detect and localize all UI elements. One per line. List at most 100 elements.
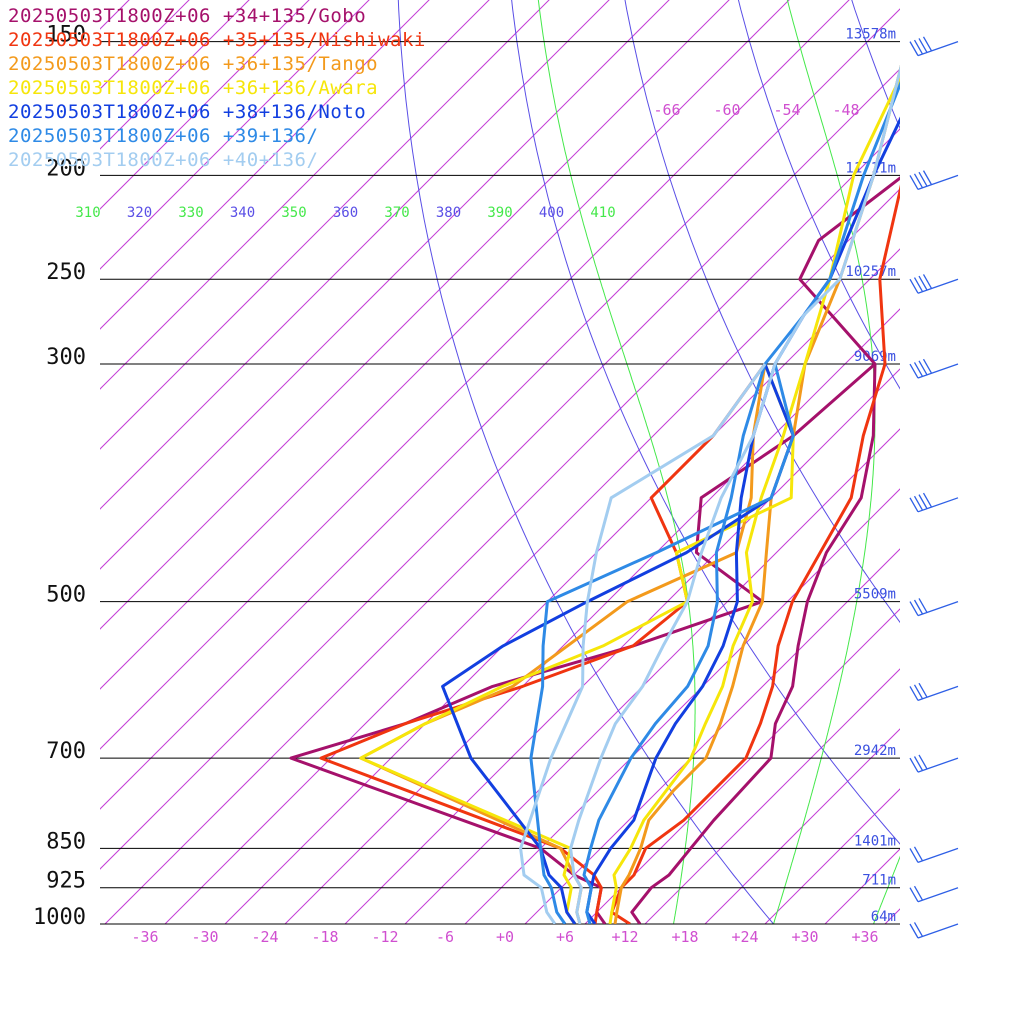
wind-barb <box>909 274 959 294</box>
theta-label: 350 <box>281 205 306 221</box>
sounding-profiles <box>289 64 900 924</box>
legend-item: 20250503T1800Z+06 +36+136/Awara <box>8 77 379 99</box>
theta-label: 370 <box>384 205 409 221</box>
theta-label: 340 <box>230 205 255 221</box>
dewpoint-profile <box>359 363 795 924</box>
moist-adiabat-line <box>873 855 900 924</box>
height-label: 711m <box>862 873 896 889</box>
temperature-profile <box>630 176 900 924</box>
wind-barb <box>909 492 959 513</box>
temperature-tick-label: -30 <box>191 928 218 946</box>
pressure-label: 250 <box>46 260 86 285</box>
temperature-tick-label: -24 <box>251 928 278 946</box>
wind-barb <box>909 598 959 617</box>
legend-item: 20250503T1800Z+06 +38+136/Noto <box>8 101 367 123</box>
isotherm-line <box>100 0 850 750</box>
dry-adiabat-lines <box>397 0 1024 947</box>
isotherm-line <box>524 548 900 924</box>
isotherm-line <box>404 428 900 924</box>
theta-label: 400 <box>539 205 564 221</box>
dewpoint-profile <box>359 363 767 924</box>
theta-label: 320 <box>127 205 152 221</box>
isotherm-line <box>100 0 790 690</box>
upper-temperature-label: -66 <box>653 101 680 119</box>
dewpoint-profile <box>529 363 795 924</box>
temperature-tick-label: -36 <box>131 928 158 946</box>
wind-barb <box>909 358 959 379</box>
dewpoint-profile <box>519 363 767 924</box>
wind-barb <box>909 754 959 773</box>
theta-label: 380 <box>436 205 461 221</box>
temperature-profile <box>613 64 900 924</box>
dry-adiabat-line <box>851 0 900 130</box>
dry-adiabat-line <box>962 0 1024 947</box>
temperature-tick-label: +36 <box>851 928 878 946</box>
isotherm-line <box>100 0 430 330</box>
temperature-profile <box>585 116 900 924</box>
temperature-tick-label: +6 <box>556 928 574 946</box>
temperature-tick-label: -12 <box>371 928 398 946</box>
height-label: 5509m <box>854 587 896 603</box>
isotherm-line <box>584 608 900 924</box>
dry-adiabat-line <box>624 0 900 624</box>
height-label: 1401m <box>854 833 896 849</box>
pressure-label: 500 <box>46 583 86 608</box>
isotherm-line <box>764 788 900 924</box>
upper-temperature-label: -60 <box>713 101 740 119</box>
moist-adiabat-lines <box>537 0 1024 924</box>
legend-item: 20250503T1800Z+06 +40+136/ <box>8 149 319 171</box>
height-label: 64m <box>871 909 896 925</box>
upper-temperature-label: -48 <box>832 101 859 119</box>
pressure-label: 850 <box>46 829 86 854</box>
temperature-tick-label: -6 <box>436 928 454 946</box>
pressure-label: 150 <box>46 23 86 48</box>
isotherm-line <box>644 668 900 924</box>
isotherm-line <box>104 128 900 924</box>
wind-barb <box>909 170 959 191</box>
pressure-label: 700 <box>46 739 86 764</box>
isotherm-line <box>284 308 900 924</box>
temperature-profile <box>582 80 900 924</box>
wind-barb <box>909 885 959 903</box>
isotherm-line <box>100 0 730 630</box>
dry-adiabat-line <box>737 0 900 390</box>
pressure-label: 925 <box>46 869 86 894</box>
temperature-tick-label: +12 <box>611 928 638 946</box>
height-label: 2942m <box>854 743 896 759</box>
chart-legend: 20250503T1800Z+06 +34+135/Gobo 20250503T1… <box>8 4 426 172</box>
legend-item: 20250503T1800Z+06 +39+136/ <box>8 125 319 147</box>
dry-adiabat-line <box>873 0 1024 947</box>
dry-adiabat-line <box>511 0 900 845</box>
wind-barb <box>909 682 959 702</box>
height-label: 10257m <box>845 264 896 280</box>
legend-item: 20250503T1800Z+06 +34+135/Gobo <box>8 5 367 27</box>
isotherm-line <box>884 908 900 924</box>
legend-item: 20250503T1800Z+06 +35+135/Nishiwaki <box>8 29 426 51</box>
isotherm-line <box>344 368 900 924</box>
upper-temperature-label: -54 <box>773 101 800 119</box>
wind-barb <box>909 846 959 864</box>
temperature-profile <box>569 64 900 924</box>
isotherm-line <box>100 0 550 450</box>
legend-item: 20250503T1800Z+06 +36+135/Tango <box>8 53 379 75</box>
temperature-profile <box>610 184 900 924</box>
isotherm-line <box>100 0 670 570</box>
isotherm-line <box>100 68 900 870</box>
axis-labels: 10016178m15013578m20011711m25010257m3009… <box>33 23 896 946</box>
pressure-label: 1000 <box>33 905 86 930</box>
temperature-tick-label: +24 <box>731 928 758 946</box>
temperature-tick-label: -18 <box>311 928 338 946</box>
wind-barb <box>909 922 959 939</box>
isotherm-line <box>100 0 610 510</box>
isotherm-line <box>100 0 490 390</box>
theta-label: 330 <box>178 205 203 221</box>
pressure-label: 300 <box>46 345 86 370</box>
theta-label: 410 <box>590 205 615 221</box>
wind-barb <box>909 36 959 57</box>
moist-adiabat-line <box>974 0 1024 924</box>
isobar-lines <box>100 41 900 925</box>
theta-label: 310 <box>75 205 100 221</box>
isotherm-line <box>164 188 900 924</box>
theta-label: 360 <box>333 205 358 221</box>
